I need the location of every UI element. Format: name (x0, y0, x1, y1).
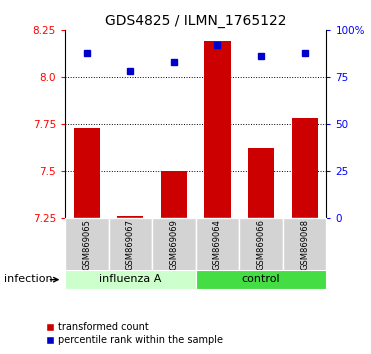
Bar (196, 270, 326, 289)
Bar (204, 41, 231, 218)
Bar (109, 218, 152, 271)
Text: control: control (242, 274, 280, 284)
Text: GSM869065: GSM869065 (82, 219, 91, 270)
Bar (73, 128, 100, 218)
Bar (248, 148, 274, 218)
Bar (196, 218, 239, 271)
Text: GSM869068: GSM869068 (300, 219, 309, 270)
Text: GSM869066: GSM869066 (257, 219, 266, 270)
Bar (65, 218, 109, 271)
Bar (117, 216, 143, 218)
Bar (152, 218, 196, 271)
Title: GDS4825 / ILMN_1765122: GDS4825 / ILMN_1765122 (105, 14, 286, 28)
Text: GSM869069: GSM869069 (170, 219, 178, 270)
Bar (292, 118, 318, 218)
Legend: transformed count, percentile rank within the sample: transformed count, percentile rank withi… (42, 319, 226, 349)
Bar (283, 218, 326, 271)
Text: GSM869067: GSM869067 (126, 219, 135, 270)
Bar (65, 270, 196, 289)
Text: influenza A: influenza A (99, 274, 161, 284)
Bar (239, 218, 283, 271)
Bar (161, 171, 187, 218)
Text: infection: infection (4, 274, 52, 284)
Text: GSM869064: GSM869064 (213, 219, 222, 270)
